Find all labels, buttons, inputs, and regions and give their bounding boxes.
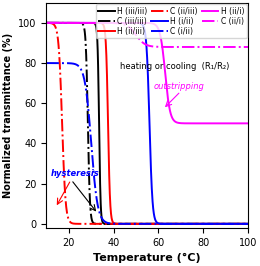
Text: heating or cooling  (R₁/R₂): heating or cooling (R₁/R₂) [120,62,230,71]
Text: hysteresis: hysteresis [51,169,100,178]
Text: outstripping: outstripping [154,82,205,91]
X-axis label: Temperature (°C): Temperature (°C) [93,253,201,263]
Y-axis label: Normalized transmittance (%): Normalized transmittance (%) [3,33,13,198]
Legend: H (iii/iii), C (iii/iii), H (ii/iii), C (ii/iii), H (i/ii), C (i/ii), H (ii/i), : H (iii/iii), C (iii/iii), H (ii/iii), C … [96,4,246,38]
